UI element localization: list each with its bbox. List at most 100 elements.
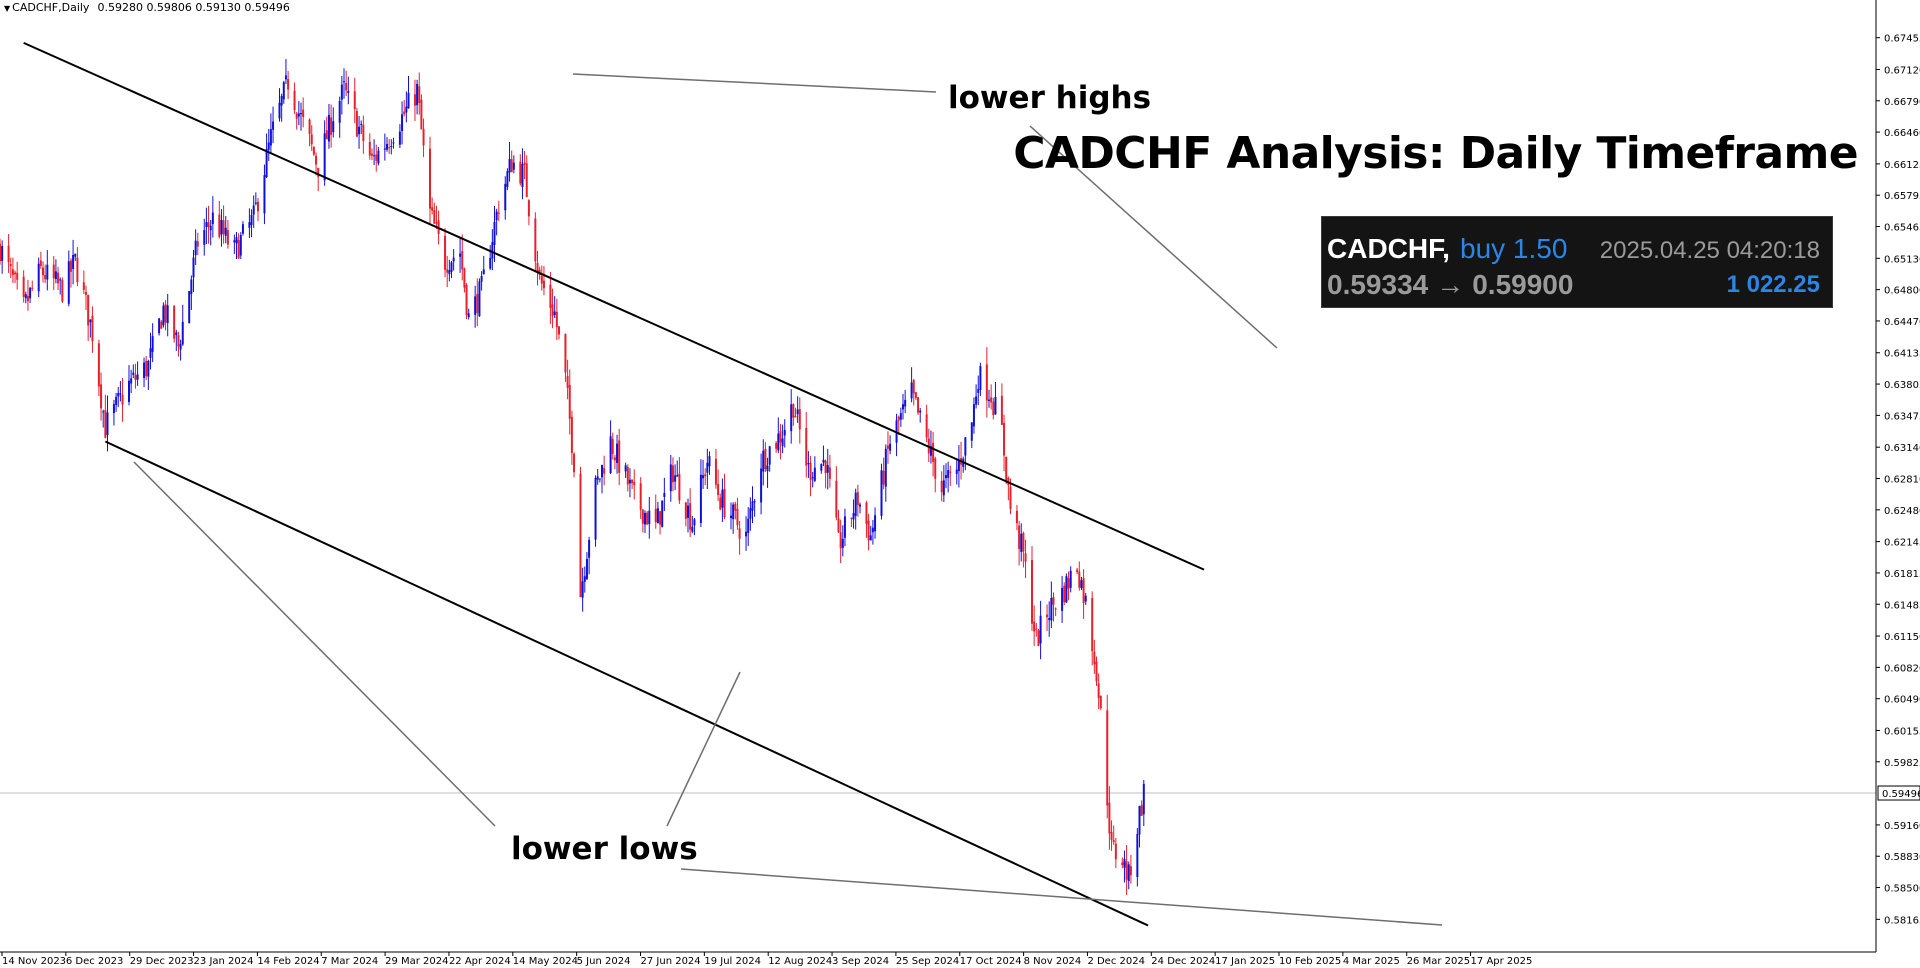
candle-body (22, 276, 25, 297)
x-tick-label: 17 Oct 2024 (960, 956, 1022, 967)
candle-body (330, 117, 333, 135)
candle-body (940, 480, 943, 493)
candle-body (429, 148, 431, 209)
candle-body (1078, 571, 1081, 588)
candle-body (495, 211, 498, 221)
x-tick-label: 27 Jun 2024 (641, 956, 701, 967)
candle-body (783, 429, 786, 436)
candle-body (874, 515, 877, 532)
x-tick-label: 7 Mar 2024 (321, 956, 378, 967)
candle-body (691, 526, 694, 532)
candle-body (596, 476, 599, 480)
candle-body (173, 306, 176, 339)
candle-body (618, 440, 621, 473)
candle-body (798, 409, 801, 430)
candle-body (239, 235, 242, 256)
candle-body (633, 481, 636, 486)
candle-body (278, 102, 281, 119)
candle-body (112, 404, 115, 414)
candle-body (508, 159, 511, 173)
candle-body (751, 501, 754, 511)
candle-body (551, 304, 554, 317)
candle-body (343, 81, 345, 83)
candle-body (611, 438, 614, 454)
x-tick-label: 14 Feb 2024 (257, 956, 319, 967)
y-tick-label: 0.65465 (1884, 223, 1920, 234)
candle-body (835, 480, 838, 518)
trade-info-panel: CADCHF, buy 1.50 2025.04.25 04:20:18 0.5… (1321, 216, 1833, 308)
candle-body (358, 126, 361, 135)
candle-body (497, 212, 500, 214)
candle-body (480, 275, 483, 282)
candle-body (583, 576, 586, 582)
candle-body (641, 509, 644, 524)
candle-body (684, 502, 687, 519)
y-tick-label: 0.66125 (1884, 160, 1920, 171)
candle-body (1093, 651, 1096, 665)
candle-body (194, 240, 197, 256)
candle-body (179, 344, 182, 350)
candle-body (663, 492, 666, 497)
candle-body (768, 446, 771, 465)
candle-body (433, 210, 436, 224)
candle-body (482, 269, 485, 275)
annotation-pointer-line (666, 671, 741, 827)
candle-body (917, 397, 920, 413)
candle-body (422, 129, 425, 146)
candle-body (536, 263, 539, 273)
candle-body (254, 202, 257, 204)
candle-body (1091, 598, 1094, 652)
candle-body (104, 410, 107, 438)
y-tick-label: 0.62145 (1884, 538, 1920, 549)
menu-triangle-icon[interactable]: ▼ (4, 4, 11, 13)
x-tick-label: 17 Jan 2025 (1215, 956, 1275, 967)
candle-body (609, 436, 612, 473)
candle-body (390, 146, 393, 148)
candle-body (570, 416, 573, 453)
candle-body (972, 404, 975, 427)
candle-body (979, 366, 982, 390)
candle-body (549, 284, 552, 308)
current-price-box (1877, 785, 1920, 801)
candle-body (977, 389, 980, 393)
candle-body (345, 82, 348, 91)
x-tick-label: 12 Aug 2024 (768, 956, 832, 967)
candle-body (706, 462, 709, 473)
candle-body (540, 275, 543, 284)
candle-body (388, 147, 391, 149)
y-tick-label: 0.67455 (1884, 34, 1920, 45)
candle-body (74, 253, 77, 257)
candle-body (525, 163, 528, 198)
candle-body (353, 91, 356, 110)
candle-body (669, 464, 672, 492)
trade-symbol: CADCHF, (1327, 233, 1450, 264)
candle-body (506, 171, 509, 187)
candle-body (689, 503, 692, 530)
candle-body (1, 246, 4, 261)
candle-body (947, 470, 950, 478)
analysis-title: CADCHF Analysis: Daily Timeframe (1013, 128, 1858, 179)
candle-body (826, 465, 829, 473)
candle-body (461, 251, 464, 270)
candle-body (386, 143, 388, 150)
candle-body (188, 291, 191, 324)
candle-body (72, 254, 75, 269)
candle-body (315, 155, 318, 165)
candle-body (1097, 683, 1100, 698)
candle-body (521, 163, 524, 187)
candle-body (280, 95, 283, 106)
candle-body (121, 394, 124, 405)
candle-body (248, 222, 251, 228)
candle-body (1048, 618, 1051, 621)
candle-body (585, 558, 588, 580)
trade-current-price: 0.59900 (1472, 269, 1574, 300)
candle-body (945, 475, 947, 479)
trade-open-price: 0.59334 (1327, 269, 1429, 300)
candle-body (566, 376, 569, 388)
candle-body (523, 162, 526, 165)
